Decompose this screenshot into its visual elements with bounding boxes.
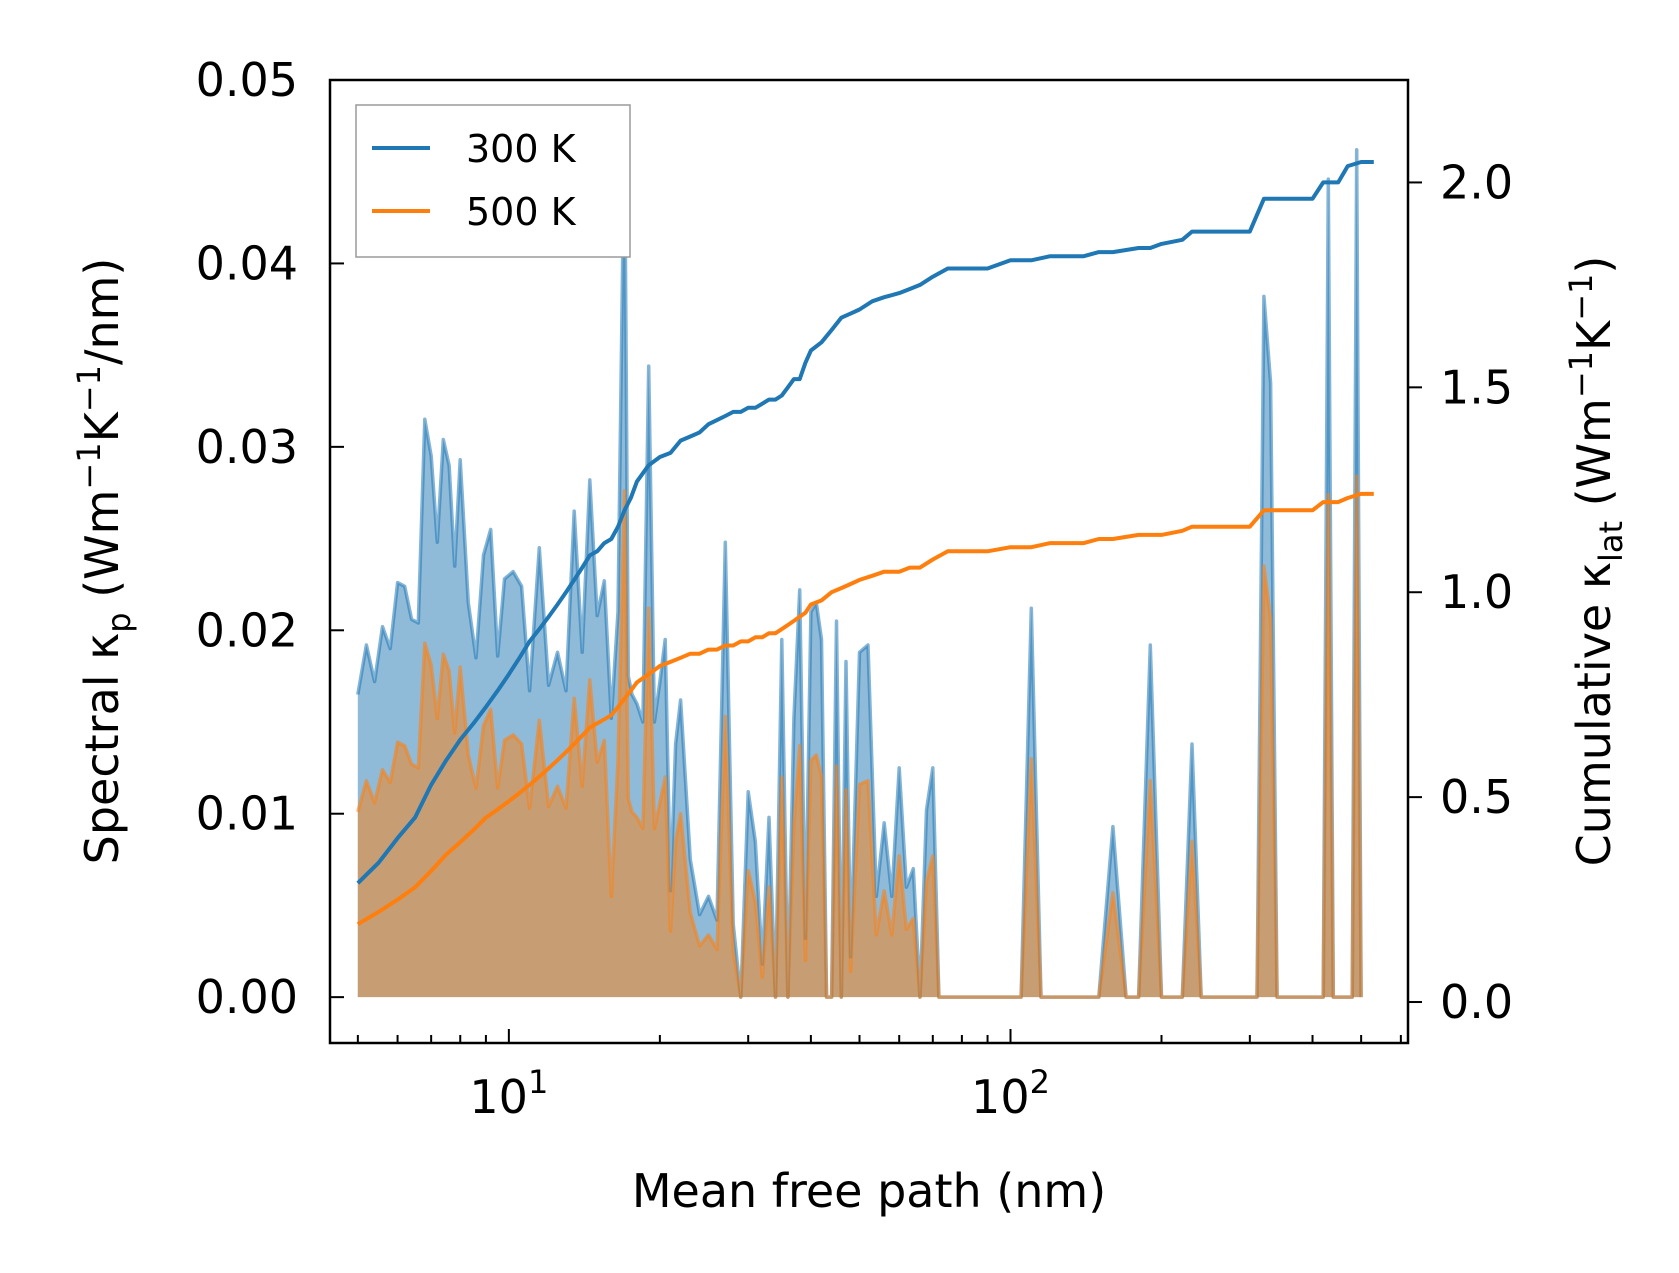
y-axis-left-title: Spectral κp (Wm−1K−1/nm) — [70, 258, 138, 865]
y-axis-left: 0.00 0.01 0.02 0.03 0.04 0.05 — [196, 53, 344, 1024]
plot-area — [328, 78, 1410, 1045]
y-right-tick-label: 0.0 — [1440, 975, 1513, 1029]
y-left-tick-label: 0.03 — [196, 420, 298, 474]
y-axis-right: 0.0 0.5 1.0 1.5 2.0 — [1408, 155, 1513, 1029]
x-tick-label: 101 — [469, 1063, 548, 1124]
legend-label-500k: 500 K — [466, 190, 577, 234]
legend: 300 K 500 K — [355, 104, 631, 258]
legend-box — [355, 104, 631, 258]
cumulative-line-300k — [356, 160, 1374, 885]
x-axis: 101 102 — [356, 1029, 1402, 1124]
spectral-fill-300k — [357, 120, 1362, 998]
y-left-tick-label: 0.05 — [196, 53, 298, 107]
y-right-tick-label: 1.0 — [1440, 565, 1513, 619]
cumulative-lines — [356, 160, 1374, 926]
spectral-lines — [356, 118, 1363, 999]
y-left-tick-label: 0.04 — [196, 236, 298, 290]
x-tick-label: 102 — [971, 1063, 1050, 1124]
legend-label-300k: 300 K — [466, 127, 577, 171]
cumulative-line-500k — [356, 491, 1374, 926]
y-left-tick-label: 0.01 — [196, 787, 298, 841]
y-right-tick-label: 2.0 — [1440, 155, 1513, 209]
x-axis-title: Mean free path (nm) — [632, 1164, 1106, 1218]
plot-frame — [328, 78, 1410, 1045]
y-left-tick-label: 0.00 — [196, 970, 298, 1024]
y-axis-right-title: Cumulative κlat (Wm−1K−1) — [1562, 256, 1630, 867]
y-right-tick-label: 1.5 — [1440, 360, 1513, 414]
y-right-tick-label: 0.5 — [1440, 770, 1513, 824]
spectral-line-500k — [356, 474, 1363, 999]
y-left-tick-label: 0.02 — [196, 603, 298, 657]
